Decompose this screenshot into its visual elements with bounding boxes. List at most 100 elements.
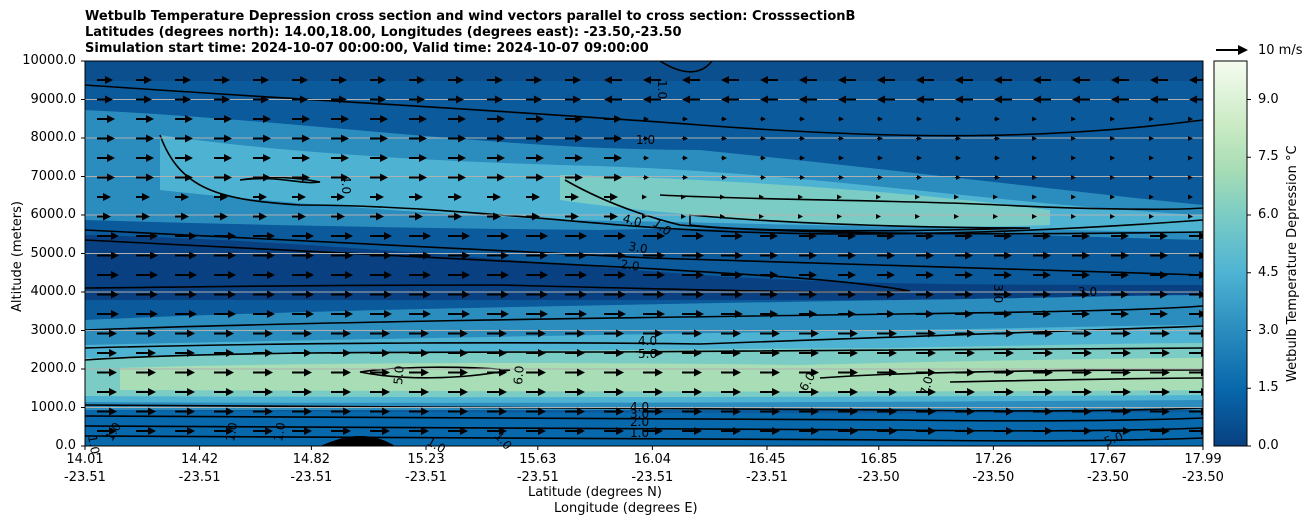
wind-vector xyxy=(838,155,844,161)
wind-vector xyxy=(994,136,1000,141)
wind-vector xyxy=(214,368,234,377)
wind-vector xyxy=(682,290,704,299)
wind-vector xyxy=(136,95,152,104)
wind-vector xyxy=(136,427,156,435)
wind-vectors xyxy=(97,76,1203,435)
wind-vector xyxy=(1150,290,1168,299)
wind-vector xyxy=(97,154,115,162)
wind-vector xyxy=(643,368,663,377)
wind-vector xyxy=(97,310,119,318)
wind-vector xyxy=(760,95,778,104)
wind-vector xyxy=(1149,194,1154,200)
wind-vector xyxy=(721,155,727,161)
wind-vector xyxy=(876,214,881,219)
wind-vector xyxy=(682,310,704,318)
wind-vector xyxy=(175,427,195,435)
wind-vector xyxy=(175,407,195,416)
contour-line xyxy=(819,369,1203,379)
wind-vector xyxy=(331,212,345,221)
wind-vector xyxy=(954,194,959,200)
wind-vector xyxy=(916,232,934,240)
wind-vector xyxy=(760,310,778,318)
wind-vector xyxy=(798,194,803,200)
wind-vector xyxy=(565,329,585,338)
wind-vector xyxy=(916,310,934,318)
wind-vector xyxy=(292,427,312,435)
wind-vector xyxy=(565,173,583,182)
wind-vector xyxy=(955,95,973,104)
wind-vector xyxy=(721,232,743,240)
wind-vector xyxy=(916,407,936,416)
wind-vector xyxy=(1111,329,1131,338)
wind-vector xyxy=(253,115,271,123)
wind-vector xyxy=(97,134,115,143)
wind-vector xyxy=(643,329,663,338)
wind-vector xyxy=(994,232,1012,240)
wind-vector xyxy=(214,310,236,318)
wind-vector xyxy=(682,251,704,260)
wind-vector xyxy=(175,310,197,318)
wind-vector xyxy=(370,173,388,182)
wind-vector xyxy=(331,271,353,279)
colorbar xyxy=(1213,60,1248,447)
contour-line xyxy=(159,134,1203,235)
wind-vector xyxy=(720,194,725,200)
wind-vector xyxy=(877,407,897,416)
wind-vector xyxy=(1072,427,1092,435)
wind-vector xyxy=(760,368,780,377)
x-tick-lon: -23.50 xyxy=(1087,470,1129,485)
wind-vector xyxy=(799,175,805,180)
wind-vector xyxy=(175,154,193,162)
wind-vector xyxy=(292,329,312,338)
wind-vector xyxy=(448,173,466,182)
wind-vector xyxy=(409,251,431,260)
wind-vector xyxy=(448,368,468,377)
wind-vector xyxy=(331,76,347,84)
chart-title-line-1: Wetbulb Temperature Depression cross sec… xyxy=(85,9,856,24)
terrain xyxy=(320,436,395,446)
wind-vector xyxy=(292,212,306,221)
wind-vector xyxy=(1189,232,1203,240)
wind-vector xyxy=(799,271,817,279)
wind-vector xyxy=(721,271,743,279)
wind-vector xyxy=(409,193,423,201)
wind-vector xyxy=(877,155,883,161)
wind-vector xyxy=(370,407,390,416)
wind-vector xyxy=(253,407,273,416)
wind-vector xyxy=(214,388,234,396)
wind-vector xyxy=(760,76,778,84)
wind-vector xyxy=(526,193,540,201)
wind-vector xyxy=(760,232,778,240)
wind-vector xyxy=(136,193,150,201)
wind-vector xyxy=(838,427,858,435)
wind-vector xyxy=(136,310,158,318)
wind-vector xyxy=(526,115,544,123)
wind-vector xyxy=(799,290,817,299)
wind-vector xyxy=(682,175,688,180)
wind-vector xyxy=(526,251,548,260)
contour-label: 3.0 xyxy=(627,239,648,256)
contour-label: 3.0 xyxy=(630,407,649,421)
wind-vector xyxy=(136,329,156,338)
contour-label: 4.0 xyxy=(638,334,657,348)
wind-vector xyxy=(331,368,351,377)
wind-vector xyxy=(760,116,766,122)
wind-vector xyxy=(565,212,579,221)
wind-vector xyxy=(643,349,663,357)
wind-vector xyxy=(175,271,197,279)
wind-vector xyxy=(409,290,431,299)
wind-vector xyxy=(97,251,119,260)
wind-vector xyxy=(214,173,232,182)
wind-vector xyxy=(877,136,883,141)
x-tick-label: 14.01 -23.51 xyxy=(40,451,130,487)
wind-vector xyxy=(565,388,585,396)
wind-vector xyxy=(1150,95,1168,104)
wind-vector xyxy=(994,155,1000,161)
wind-vector xyxy=(955,368,975,377)
wind-vector xyxy=(487,212,501,221)
wind-vector xyxy=(1189,271,1203,279)
wind-vector xyxy=(526,310,548,318)
wind-vector xyxy=(838,175,844,180)
wind-vector xyxy=(682,116,688,122)
wind-vector xyxy=(955,155,961,161)
